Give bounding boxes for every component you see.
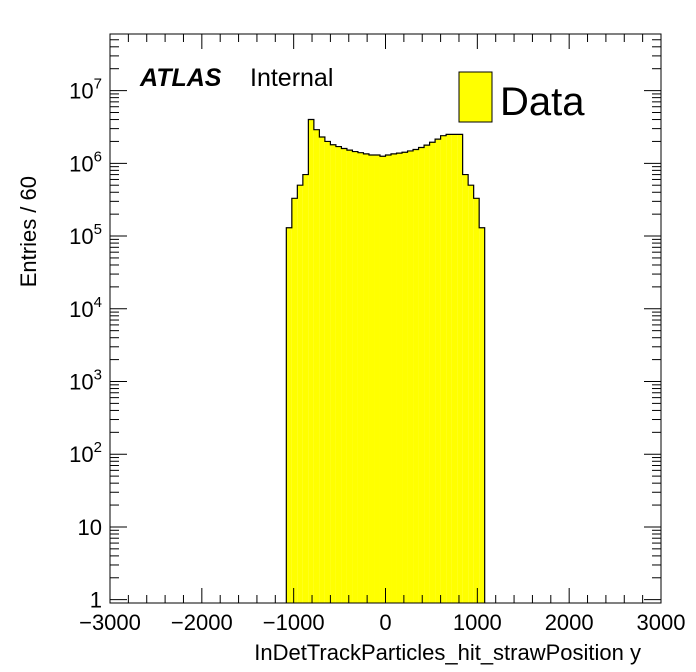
histogram-bin	[324, 141, 331, 604]
histogram-bin	[407, 150, 414, 603]
x-tick-label: 0	[379, 610, 391, 635]
x-tick-label: 2000	[545, 610, 594, 635]
histogram-bin	[335, 146, 342, 603]
histogram-bin	[286, 227, 292, 603]
histogram-bin	[424, 145, 430, 603]
histogram-bin	[379, 156, 386, 604]
histogram-bin	[352, 151, 358, 603]
histogram-bin	[374, 155, 380, 603]
histogram-bin	[385, 155, 392, 603]
histogram-bin	[451, 134, 458, 604]
histogram-bin	[402, 152, 408, 603]
y-tick-label: 10	[78, 515, 102, 540]
histogram-bin	[418, 147, 425, 603]
y-tick-label: 107	[69, 76, 102, 104]
histogram-bin	[396, 153, 403, 603]
y-tick-label: 104	[69, 294, 102, 322]
legend-swatch-data	[458, 71, 493, 123]
histogram-bin	[479, 227, 485, 603]
histogram-bin	[330, 144, 336, 603]
histogram-bin	[341, 148, 347, 604]
histogram-bin	[446, 134, 452, 604]
x-tick-label: −3000	[79, 610, 141, 635]
histogram-bin	[313, 129, 320, 603]
y-tick-label: 105	[69, 221, 102, 249]
legend-label-data: Data	[500, 80, 585, 124]
y-tick-label: 1	[90, 588, 102, 613]
y-tick-label: 106	[69, 148, 102, 176]
x-tick-labels: −3000 −2000 −1000 0 1000 2000 3000	[79, 610, 685, 635]
histogram-outline	[285, 118, 486, 603]
histogram-bin	[473, 198, 480, 603]
x-tick-label: −2000	[171, 610, 233, 635]
plot-frame	[109, 33, 662, 604]
histogram-bin	[368, 155, 375, 603]
histogram-bin	[435, 139, 441, 603]
status-label: Internal	[250, 64, 333, 92]
histogram-bin	[291, 198, 298, 603]
histogram-bin	[346, 150, 353, 603]
histogram-bin	[297, 185, 303, 603]
histogram-bin	[413, 149, 419, 603]
histogram-bins	[285, 118, 486, 604]
x-tick-label: 1000	[453, 610, 502, 635]
histogram-bin	[357, 152, 364, 603]
histogram-bin	[440, 135, 447, 603]
y-axis-title: Entries / 60	[16, 176, 41, 287]
histogram-bin	[429, 142, 436, 603]
histogram-bin	[308, 119, 314, 604]
y-tick-label: 103	[69, 366, 102, 394]
experiment-label: ATLAS	[139, 64, 222, 92]
histogram-bin	[468, 185, 474, 603]
histogram-bin	[462, 174, 469, 604]
x-tick-label: −1000	[263, 610, 325, 635]
x-axis-title: InDetTrackParticles_hit_strawPosition y	[254, 640, 641, 665]
histogram-bin	[363, 153, 369, 603]
y-tick-label: 102	[69, 439, 102, 467]
x-tick-label: 3000	[637, 610, 686, 635]
y-tick-labels: 1 10 102 103 104 105 106 107	[69, 76, 102, 613]
histogram-bin	[391, 153, 397, 603]
axis-ticks	[109, 33, 662, 603]
histogram-bin	[302, 174, 309, 604]
histogram-bin	[457, 134, 463, 604]
histogram-bin	[319, 137, 325, 603]
